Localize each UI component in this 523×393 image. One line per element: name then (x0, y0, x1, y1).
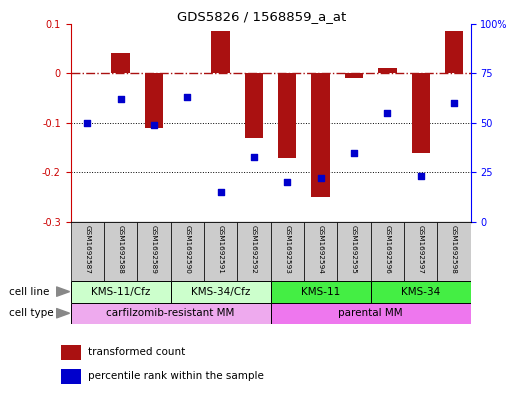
Text: GSM1692596: GSM1692596 (384, 225, 390, 274)
Point (217, 189, 225, 195)
Bar (304, 222, 337, 281)
Point (117, 96, 125, 102)
Bar (271, 222, 304, 281)
Polygon shape (56, 309, 70, 318)
Bar (170, 222, 204, 281)
Bar (71, 222, 104, 281)
Text: percentile rank within the sample: percentile rank within the sample (88, 371, 264, 381)
Point (450, 100, 458, 106)
Text: KMS-34: KMS-34 (401, 287, 440, 297)
Bar (61, 369, 81, 384)
Text: parental MM: parental MM (338, 309, 403, 318)
Text: GSM1692587: GSM1692587 (84, 225, 90, 274)
Text: cell type: cell type (9, 308, 54, 318)
Point (316, 175, 325, 182)
Text: GSM1692598: GSM1692598 (451, 225, 457, 274)
Bar (71, 281, 170, 303)
Text: GSM1692588: GSM1692588 (118, 225, 123, 274)
Bar (337, 222, 371, 281)
Point (416, 173, 425, 180)
Point (250, 153, 258, 160)
Bar (312, 73, 330, 197)
Point (150, 122, 158, 128)
Bar (145, 73, 163, 128)
Bar (378, 68, 396, 73)
Point (383, 110, 392, 116)
Text: GSM1692593: GSM1692593 (285, 225, 290, 274)
Bar (111, 53, 130, 73)
Bar (404, 222, 437, 281)
Text: GSM1692594: GSM1692594 (317, 225, 324, 274)
Text: GSM1692589: GSM1692589 (151, 225, 157, 274)
Bar (437, 222, 471, 281)
Text: GSM1692591: GSM1692591 (218, 225, 224, 274)
Bar (271, 303, 471, 324)
Bar (170, 281, 271, 303)
Point (350, 149, 358, 156)
Text: GSM1692597: GSM1692597 (418, 225, 424, 274)
Text: cell line: cell line (9, 286, 50, 297)
Bar (237, 222, 271, 281)
Text: KMS-34/Cfz: KMS-34/Cfz (191, 287, 251, 297)
Text: GSM1692590: GSM1692590 (184, 225, 190, 274)
Bar (245, 73, 263, 138)
Bar (371, 222, 404, 281)
Point (83, 119, 92, 126)
Text: KMS-11: KMS-11 (301, 287, 340, 297)
Bar (137, 222, 170, 281)
Bar (278, 73, 297, 158)
Bar (104, 222, 137, 281)
Bar (71, 303, 271, 324)
Text: GDS5826 / 1568859_a_at: GDS5826 / 1568859_a_at (177, 10, 346, 23)
Bar (271, 281, 371, 303)
Text: KMS-11/Cfz: KMS-11/Cfz (91, 287, 150, 297)
Polygon shape (56, 287, 70, 296)
Bar (211, 31, 230, 73)
Point (183, 94, 191, 100)
Bar (371, 281, 471, 303)
Bar (412, 73, 430, 152)
Bar (204, 222, 237, 281)
Text: GSM1692592: GSM1692592 (251, 225, 257, 274)
Text: GSM1692595: GSM1692595 (351, 225, 357, 274)
Bar (445, 31, 463, 73)
Text: transformed count: transformed count (88, 347, 185, 357)
Bar (345, 73, 363, 78)
Bar (61, 345, 81, 360)
Point (283, 179, 291, 185)
Text: carfilzomib-resistant MM: carfilzomib-resistant MM (107, 309, 235, 318)
